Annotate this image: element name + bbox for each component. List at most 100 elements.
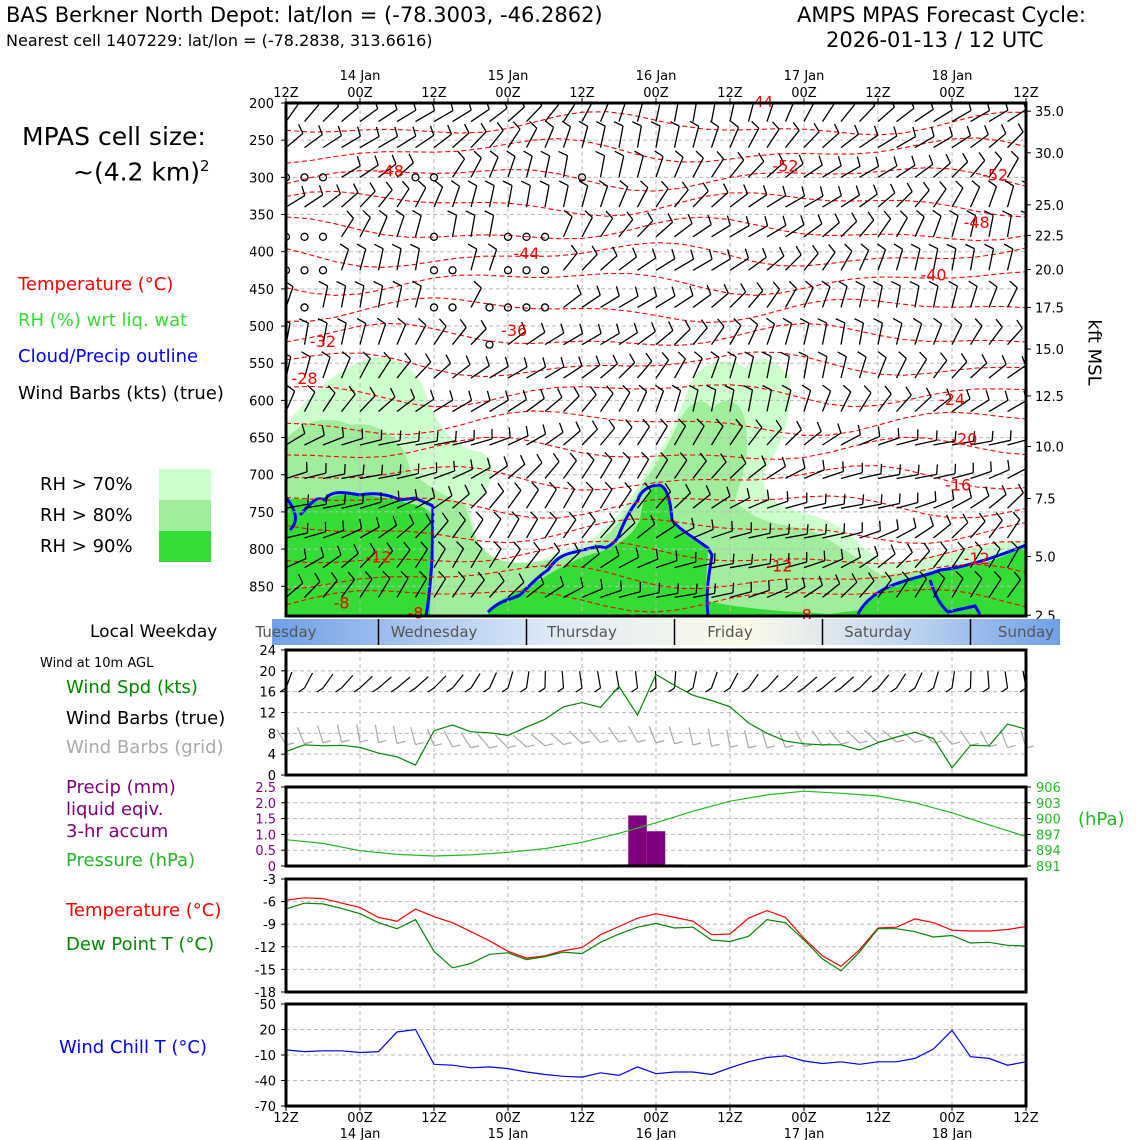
- wind-barb-flag: [542, 424, 547, 435]
- wind-barb: [877, 393, 892, 412]
- wind-barb: [729, 356, 737, 379]
- true-wind-barb-flag: [390, 687, 398, 693]
- wind-barb-flag: [584, 210, 593, 218]
- wind-barb-flag: [385, 181, 393, 191]
- wind-barb-flag: [642, 418, 650, 427]
- wind-barb-flag: [484, 210, 494, 216]
- wind-barb-flag: [419, 570, 428, 579]
- wind-barb-flag: [600, 578, 603, 589]
- wind-barb: [526, 398, 545, 413]
- wind-barb-flag: [429, 125, 435, 136]
- wind-barb: [896, 551, 913, 569]
- wind-barb: [286, 132, 304, 149]
- precip-tick-label: 2.0: [255, 797, 276, 812]
- wind-barb-flag: [394, 103, 398, 110]
- wind-barb: [692, 327, 708, 346]
- wind-barb-flag: [912, 317, 922, 325]
- wind-barb: [896, 107, 915, 123]
- wind-barb-flag: [399, 464, 402, 475]
- wind-barb: [969, 578, 983, 598]
- wind-barb-flag: [531, 481, 539, 491]
- pressure-tick-label: 200: [249, 97, 274, 112]
- wind-barb-flag: [945, 153, 951, 164]
- wind-speed-tick-label: 24: [259, 644, 276, 659]
- wind-barb: [896, 526, 917, 539]
- wind-barb: [877, 106, 895, 123]
- wind-barb-flag: [598, 180, 608, 187]
- wind-barb: [470, 519, 484, 539]
- wind-barb-flag: [486, 457, 491, 468]
- wind-barb: [451, 519, 466, 539]
- wind-barb: [933, 397, 952, 413]
- wind-barb-flag: [737, 151, 745, 161]
- pressure-legend: Pressure (hPa): [66, 850, 196, 871]
- wind-barb: [341, 165, 361, 178]
- wind-barb: [599, 186, 609, 208]
- wind-barb: [692, 528, 714, 539]
- temperature-tick-label: -18: [255, 986, 276, 1001]
- pressure-tick-label: 850: [249, 580, 274, 595]
- wind-barb-flag: [898, 351, 907, 359]
- wind-barb: [655, 221, 673, 238]
- wind-barb-flag: [475, 511, 484, 520]
- weekday-label: Sunday: [998, 623, 1054, 641]
- grid-wind-barb: [316, 725, 324, 743]
- pressure-tick-label: 894: [1036, 844, 1061, 859]
- temperature-contour: [286, 540, 1026, 565]
- wind-barb-flag: [391, 154, 397, 165]
- wind-barb: [840, 220, 858, 238]
- wind-barb: [988, 248, 995, 271]
- wind-barb-flag: [579, 323, 584, 334]
- wind-barb: [581, 488, 594, 509]
- wind-barb-flag: [591, 245, 598, 255]
- wind-barb: [414, 324, 427, 345]
- temperature-contour: [286, 322, 1026, 346]
- wind-barb: [396, 498, 418, 509]
- wind-barb: [304, 556, 324, 569]
- wind-barb: [655, 525, 675, 539]
- wind-barb-flag: [740, 454, 747, 464]
- wind-barb: [488, 518, 502, 539]
- series-line: [285, 902, 1027, 972]
- grid-wind-barb-flag: [544, 743, 554, 747]
- wind-barb: [803, 164, 823, 178]
- wind-barb-flag: [529, 120, 538, 129]
- wind-barb: [359, 578, 373, 598]
- wind-barb: [877, 528, 899, 539]
- wind-barb: [729, 563, 752, 569]
- wind-barb: [803, 223, 823, 238]
- calm-circle: [300, 303, 309, 312]
- wind-barb: [988, 132, 1007, 149]
- cycle-date: 2026-01-13 / 12 UTC: [826, 28, 1044, 52]
- temperature-tick-label: -9: [263, 918, 276, 933]
- wind-barb-flag: [594, 544, 600, 555]
- wind-barb-flag: [512, 121, 521, 130]
- wind-barb-flag: [654, 150, 664, 158]
- wind-barb: [710, 158, 725, 178]
- wind-barb: [488, 185, 495, 208]
- wind-barb-flag: [286, 384, 296, 392]
- wind-barb: [378, 550, 394, 569]
- grid-wind-barb-flag: [415, 741, 424, 746]
- wind-barbs-true-legend: Wind Barbs (true): [66, 708, 226, 729]
- grid-wind-barb-flag: [748, 745, 757, 749]
- wind-barb-flag: [986, 103, 991, 111]
- wind-barb-flag: [553, 542, 561, 552]
- wind-barb-flag: [525, 425, 529, 436]
- wind-barb: [489, 490, 505, 509]
- wind-barb: [286, 195, 306, 208]
- calm-circle: [503, 303, 513, 312]
- calm-circle: [485, 303, 494, 312]
- wind-barb: [581, 588, 603, 599]
- cross-section-frame: [284, 101, 1028, 618]
- wind-barb-flag: [575, 421, 581, 432]
- wind-barb: [452, 109, 472, 123]
- pressure-tick-label: 500: [249, 320, 274, 335]
- wind-barb: [562, 155, 569, 178]
- wind-barb: [304, 194, 324, 208]
- wind-barb-flag: [971, 180, 981, 188]
- wind-barb: [951, 324, 963, 345]
- wind-barb: [933, 498, 954, 509]
- wind-barb-flag: [818, 575, 823, 586]
- temp-contour-label: -8: [408, 603, 424, 622]
